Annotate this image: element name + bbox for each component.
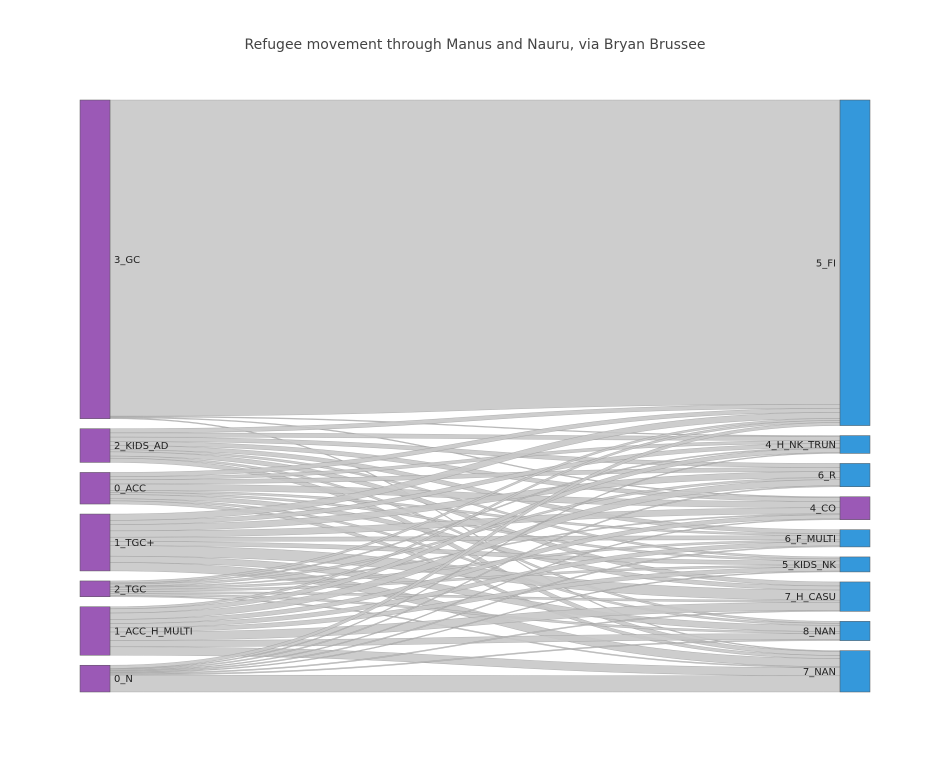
sankey-node-label-1_ACC_H_MULTI: 1_ACC_H_MULTI (114, 626, 193, 637)
sankey-node-label-2_TGC: 2_TGC (114, 584, 146, 595)
sankey-node-2_KIDS_AD[interactable] (79, 428, 111, 463)
sankey-node-label-3_GC: 3_GC (114, 255, 140, 266)
sankey-node-label-7_NAN: 7_NAN (803, 667, 836, 678)
sankey-node-2_TGC[interactable] (79, 580, 111, 598)
sankey-node-label-5_FI: 5_FI (816, 258, 836, 269)
sankey-node-8_NAN[interactable] (839, 621, 871, 641)
sankey-node-7_NAN[interactable] (839, 650, 871, 693)
labels-layer: 3_GC 2_KIDS_AD 0_ACC 1_TGC+ 2_TGC 1_ACC_H_MUL… (114, 255, 836, 685)
sankey-node-label-0_ACC: 0_ACC (114, 484, 146, 495)
sankey-node-label-7_H_CASU: 7_H_CASU (785, 592, 836, 603)
sankey-node-1_ACC_H_MULTI[interactable] (79, 606, 111, 656)
sankey-node-5_KIDS_NK[interactable] (839, 556, 871, 573)
sankey-node-label-2_KIDS_AD: 2_KIDS_AD (114, 441, 169, 452)
sankey-node-5_FI[interactable] (839, 99, 871, 426)
sankey-link-0_N-to-7_NAN[interactable] (109, 674, 841, 693)
sankey-node-0_N[interactable] (79, 664, 111, 693)
sankey-node-7_H_CASU[interactable] (839, 581, 871, 612)
sankey-node-label-1_TGC+: 1_TGC+ (114, 538, 155, 549)
sankey-node-1_TGC+[interactable] (79, 513, 111, 572)
sankey-node-label-0_N: 0_N (114, 674, 133, 685)
sankey-link-3_GC-to-5_FI[interactable] (109, 99, 841, 417)
sankey-node-4_H_NK_TRUN[interactable] (839, 435, 871, 454)
sankey-node-label-5_KIDS_NK: 5_KIDS_NK (782, 560, 836, 571)
sankey-node-label-6_R: 6_R (818, 471, 836, 482)
sankey-node-label-4_H_NK_TRUN: 4_H_NK_TRUN (765, 440, 836, 451)
sankey-node-6_F_MULTI[interactable] (839, 529, 871, 548)
links-layer (109, 99, 841, 693)
sankey-node-label-4_CO: 4_CO (810, 504, 836, 515)
sankey-node-label-6_F_MULTI: 6_F_MULTI (785, 534, 836, 545)
sankey-node-4_CO[interactable] (839, 496, 871, 520)
sankey-node-0_ACC[interactable] (79, 472, 111, 505)
nodes-layer (79, 99, 871, 693)
sankey-node-label-8_NAN: 8_NAN (803, 626, 836, 637)
sankey-node-3_GC[interactable] (79, 99, 111, 419)
chart-title: Refugee movement through Manus and Nauru… (245, 37, 706, 53)
sankey-node-6_R[interactable] (839, 463, 871, 488)
